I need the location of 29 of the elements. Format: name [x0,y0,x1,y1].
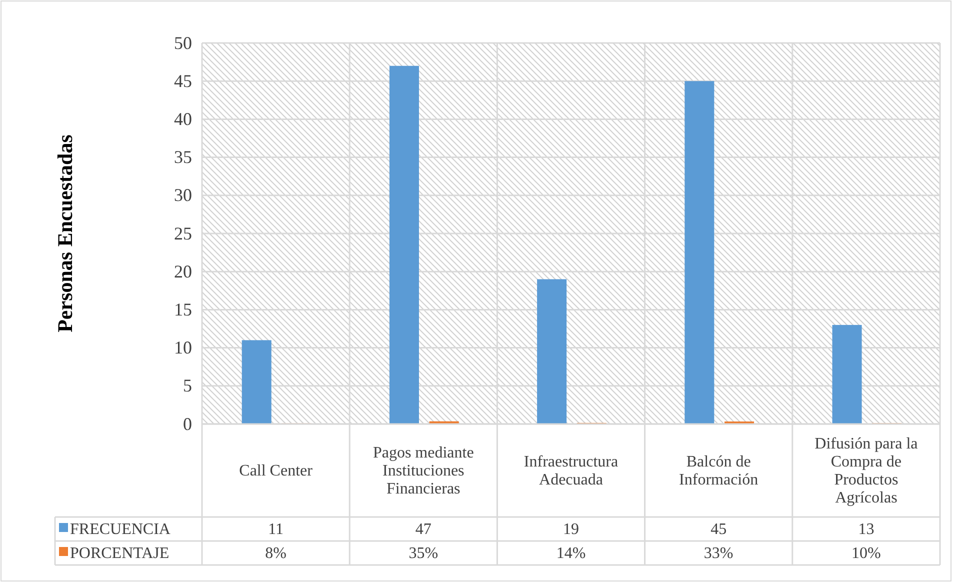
data-label: 11 [268,521,284,538]
y-tick-label: 50 [174,32,192,53]
data-label: 8% [265,545,286,562]
x-tick-label: Difusión para la Compra de Productos Agrícolas [814,436,918,506]
data-label: 13 [858,521,874,538]
x-tick-label: Pagos mediante Instituciones Financieras [372,444,474,498]
data-label: 14% [556,545,586,562]
y-tick-label: 25 [174,223,192,244]
y-tick-label: 5 [183,376,192,396]
x-tick-label: Balcón de Información [679,454,758,488]
y-tick-label: 30 [174,185,192,206]
data-label: 33% [704,545,734,562]
legend-label: PORCENTAJE [70,545,170,562]
y-tick-label: 10 [174,338,192,358]
y-axis-title: Personas Encuestadas [53,134,77,332]
y-tick-label: 0 [183,414,192,434]
data-label: 35% [408,545,438,562]
y-tick-label: 35 [174,147,192,168]
data-label: 19 [563,521,579,538]
y-tick-label: 40 [174,108,192,129]
legend-label: FRECUENCIA [70,521,171,538]
data-label: 47 [415,521,432,538]
y-tick-label: 45 [174,70,192,91]
y-tick-label: 20 [174,261,192,282]
data-label: 45 [710,521,727,538]
data-label: 10% [852,545,881,562]
x-tick-label: Call Center [239,462,314,480]
y-tick-label: 15 [174,299,192,320]
x-tick-label: Infraestructura Adecuada [524,454,618,488]
